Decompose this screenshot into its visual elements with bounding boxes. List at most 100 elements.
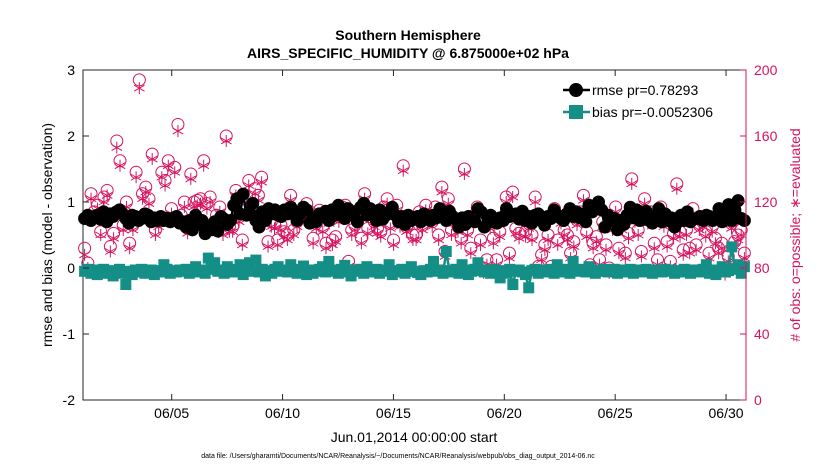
obs-evaluated-point xyxy=(706,225,718,238)
bias-point xyxy=(424,263,436,275)
asterisk-stroke xyxy=(178,203,190,211)
asterisk-stroke xyxy=(410,236,422,244)
asterisk-stroke xyxy=(713,249,725,257)
obs-evaluated-point xyxy=(542,233,554,246)
obs-evaluated-point xyxy=(632,229,644,241)
asterisk-stroke xyxy=(507,193,519,201)
obs-evaluated-point xyxy=(455,237,467,250)
obs-evaluated-point xyxy=(600,243,612,256)
x-tick-label: 06/15 xyxy=(376,405,411,421)
data-file-footnote: data file: /Users/gharamti/Documents/NCA… xyxy=(201,453,595,460)
asterisk-stroke xyxy=(542,236,554,244)
obs-evaluated-point xyxy=(124,242,136,255)
bias-point xyxy=(117,267,129,279)
rmse-point xyxy=(468,215,482,229)
obs-evaluated-point xyxy=(536,253,548,266)
asterisk-stroke xyxy=(330,238,342,246)
asterisk-stroke xyxy=(362,229,374,237)
bias-point xyxy=(548,267,560,279)
asterisk-stroke xyxy=(307,239,319,247)
asterisk-stroke xyxy=(85,195,97,203)
asterisk-stroke xyxy=(706,228,718,236)
obs-evaluated-point xyxy=(626,177,638,190)
asterisk-stroke xyxy=(632,231,644,239)
asterisk-stroke xyxy=(613,249,625,257)
asterisk-stroke xyxy=(600,246,612,254)
obs-evaluated-point xyxy=(375,230,387,243)
obs-evaluated-point xyxy=(635,250,647,263)
bias-point xyxy=(726,241,738,253)
bias-point xyxy=(723,265,735,277)
obs-evaluated-point xyxy=(561,233,573,246)
asterisk-stroke xyxy=(159,182,171,189)
obs-evaluated-point xyxy=(677,248,689,261)
asterisk-stroke xyxy=(732,236,744,244)
y-left-tick-label: 0 xyxy=(67,260,75,276)
asterisk-stroke xyxy=(690,246,702,254)
rmse-point xyxy=(224,213,238,227)
y-right-tick-label: 200 xyxy=(754,62,778,78)
obs-evaluated-point xyxy=(735,229,747,241)
bias-point xyxy=(567,255,579,267)
obs-evaluated-point xyxy=(681,229,692,241)
asterisk-stroke xyxy=(722,257,734,265)
bias-point xyxy=(209,257,221,269)
y-left-tick-label: 3 xyxy=(67,62,75,78)
obs-evaluated-point xyxy=(169,166,181,179)
y-left-tick-label: -2 xyxy=(63,392,76,408)
bias-point xyxy=(440,246,452,257)
obs-evaluated-point xyxy=(317,225,329,238)
rmse-point xyxy=(477,220,491,234)
asterisk-stroke xyxy=(674,233,686,241)
rmse-series xyxy=(78,187,751,241)
asterisk-stroke xyxy=(349,226,361,234)
bias-point xyxy=(244,257,256,269)
asterisk-stroke xyxy=(738,254,750,262)
obs-evaluated-point xyxy=(526,233,538,246)
obs-evaluated-point xyxy=(162,159,174,172)
bias-point xyxy=(738,261,750,273)
asterisk-stroke xyxy=(117,226,129,234)
asterisk-stroke xyxy=(571,221,583,229)
asterisk-stroke xyxy=(436,188,448,196)
bias-point xyxy=(523,282,535,294)
obs-evaluated-point xyxy=(388,238,400,251)
bias-point xyxy=(155,266,167,278)
obs-evaluated-point xyxy=(236,238,248,251)
obs-evaluated-point xyxy=(465,247,477,260)
obs-evaluated-point xyxy=(114,159,126,172)
asterisk-stroke xyxy=(446,231,457,239)
obs-evaluated-point xyxy=(475,238,486,251)
asterisk-stroke xyxy=(610,208,622,216)
asterisk-stroke xyxy=(124,244,136,252)
legend-rmse-label: rmse pr=0.78293 xyxy=(592,82,698,98)
obs-evaluated-point xyxy=(568,240,580,253)
obs-evaluated-point xyxy=(133,82,145,95)
obs-evaluated-point xyxy=(185,172,197,185)
asterisk-stroke xyxy=(79,251,91,259)
obs-evaluated-point xyxy=(146,153,158,166)
obs-evaluated-point xyxy=(619,252,631,265)
obs-evaluated-point xyxy=(143,197,155,210)
asterisk-stroke xyxy=(619,254,631,262)
asterisk-stroke xyxy=(561,236,573,244)
y-right-tick-label: 120 xyxy=(754,194,778,210)
asterisk-stroke xyxy=(204,198,216,206)
obs-evaluated-point xyxy=(487,237,499,250)
asterisk-stroke xyxy=(346,231,358,239)
asterisk-stroke xyxy=(700,233,712,241)
asterisk-stroke xyxy=(681,231,692,239)
bias-point xyxy=(320,266,332,278)
obs-evaluated-point xyxy=(159,179,171,192)
bias-point xyxy=(732,259,744,271)
asterisk-stroke xyxy=(220,137,232,145)
asterisk-stroke xyxy=(475,241,486,249)
y-left-tick-label: 1 xyxy=(67,194,75,210)
rmse-point xyxy=(350,215,364,229)
asterisk-stroke xyxy=(149,231,161,239)
bias-point xyxy=(120,279,132,290)
obs-evaluated-point xyxy=(613,247,625,260)
legend-rmse-marker xyxy=(569,83,583,97)
asterisk-stroke xyxy=(462,231,474,239)
legend-bias-marker xyxy=(569,105,583,119)
